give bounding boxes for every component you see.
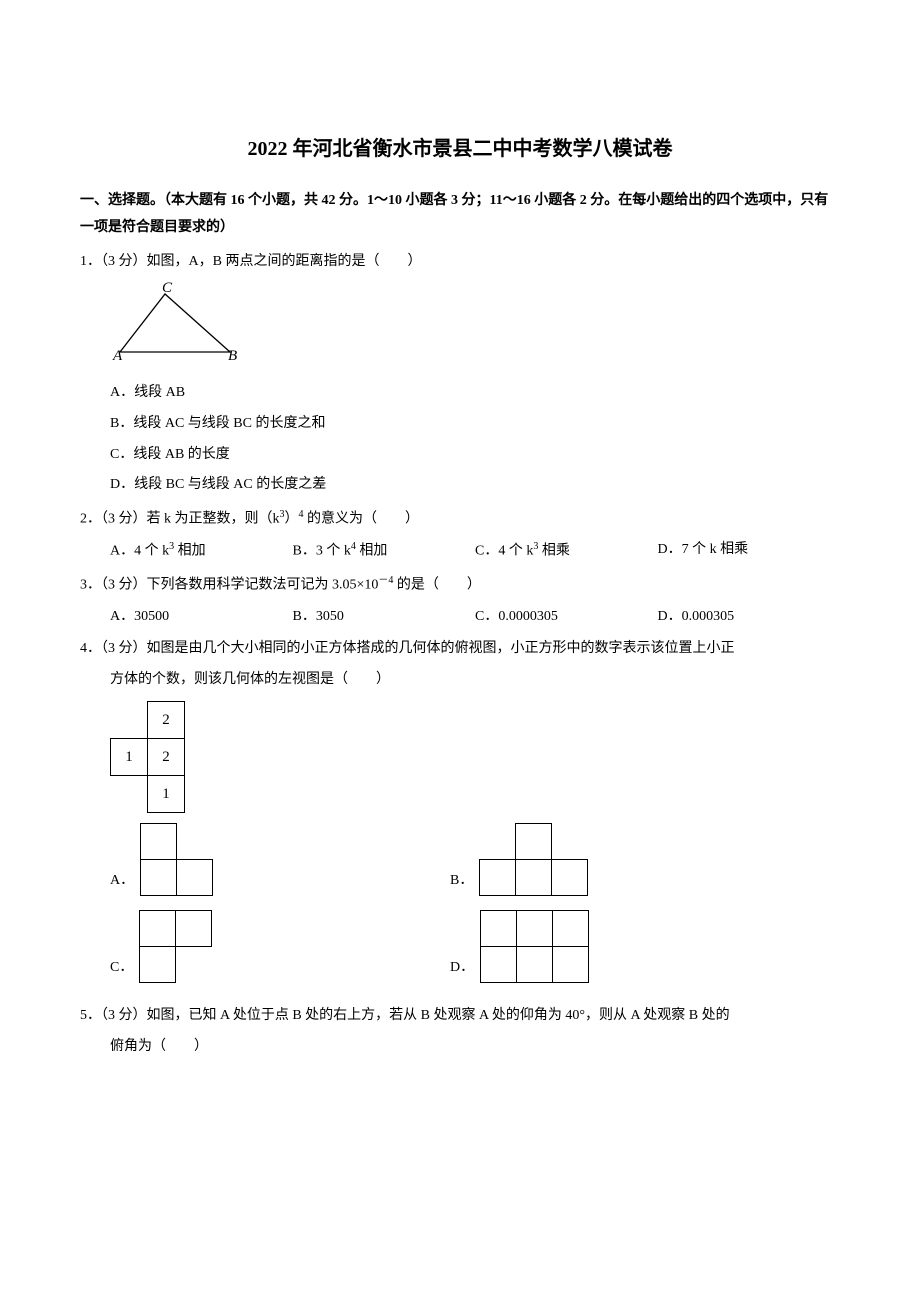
- q4-text: 4．（3 分）如图是由几个大小相同的小正方体搭成的几何体的俯视图，小正方形中的数…: [80, 636, 840, 663]
- q2-options: A．4 个 k3 相加 B．3 个 k4 相加 C．4 个 k3 相乘 D．7 …: [80, 537, 840, 565]
- question-4: 4．（3 分）如图是由几个大小相同的小正方体搭成的几何体的俯视图，小正方形中的数…: [80, 636, 840, 997]
- section-header: 一、选择题。（本大题有 16 个小题，共 42 分。1～10 小题各 3 分；1…: [80, 188, 840, 241]
- question-5: 5．（3 分）如图，已知 A 处位于点 B 处的右上方，若从 B 处观察 A 处…: [80, 1003, 840, 1060]
- q4-options: A． B． C． D．: [80, 823, 840, 997]
- q2-opt-a: A．4 个 k3 相加: [110, 537, 293, 565]
- q1-opt-a: A．线段 AB: [110, 380, 840, 407]
- q3-opt-a: A．30500: [110, 604, 293, 631]
- q3-options: A．30500 B．3050 C．0.0000305 D．0.000305: [80, 604, 840, 631]
- q2-text: 2．（3 分）若 k 为正整数，则（k3）4 的意义为（ ）: [80, 505, 840, 533]
- q1-options: A．线段 AB B．线段 AC 与线段 BC 的长度之和 C．线段 AB 的长度…: [80, 380, 840, 498]
- q1-opt-c: C．线段 AB 的长度: [110, 442, 840, 469]
- q3-text: 3．（3 分）下列各数用科学记数法可记为 3.05×10－4 的是（ ）: [80, 571, 840, 599]
- q4-opt-b: B．: [450, 823, 790, 896]
- q3-opt-d: D．0.000305: [658, 604, 841, 631]
- q1-opt-d: D．线段 BC 与线段 AC 的长度之差: [110, 472, 840, 499]
- question-1: 1．（3 分）如图，A，B 两点之间的距离指的是（ ） A B C A．线段 A…: [80, 249, 840, 499]
- q4-opt-a: A．: [110, 823, 450, 896]
- q3-opt-b: B．3050: [293, 604, 476, 631]
- q2-opt-b: B．3 个 k4 相加: [293, 537, 476, 565]
- q1-opt-b: B．线段 AC 与线段 BC 的长度之和: [110, 411, 840, 438]
- q4-top-view: 2 12 1: [110, 701, 840, 813]
- q5-text: 5．（3 分）如图，已知 A 处位于点 B 处的右上方，若从 B 处观察 A 处…: [80, 1003, 840, 1030]
- q1-text: 1．（3 分）如图，A，B 两点之间的距离指的是（ ）: [80, 249, 840, 276]
- q4-opt-d: D．: [450, 910, 790, 983]
- q2-opt-d: D．7 个 k 相乘: [658, 537, 841, 565]
- q1-figure-triangle: A B C: [110, 282, 840, 373]
- triangle-label-b: B: [228, 348, 237, 362]
- question-3: 3．（3 分）下列各数用科学记数法可记为 3.05×10－4 的是（ ） A．3…: [80, 571, 840, 630]
- triangle-label-c: C: [162, 282, 173, 296]
- q4-text2: 方体的个数，则该几何体的左视图是（ ）: [80, 667, 840, 694]
- triangle-label-a: A: [112, 348, 123, 362]
- question-2: 2．（3 分）若 k 为正整数，则（k3）4 的意义为（ ） A．4 个 k3 …: [80, 505, 840, 566]
- q5-text2: 俯角为（ ）: [80, 1034, 840, 1061]
- exam-title: 2022 年河北省衡水市景县二中中考数学八模试卷: [80, 130, 840, 168]
- q2-opt-c: C．4 个 k3 相乘: [475, 537, 658, 565]
- q3-opt-c: C．0.0000305: [475, 604, 658, 631]
- q4-opt-c: C．: [110, 910, 450, 983]
